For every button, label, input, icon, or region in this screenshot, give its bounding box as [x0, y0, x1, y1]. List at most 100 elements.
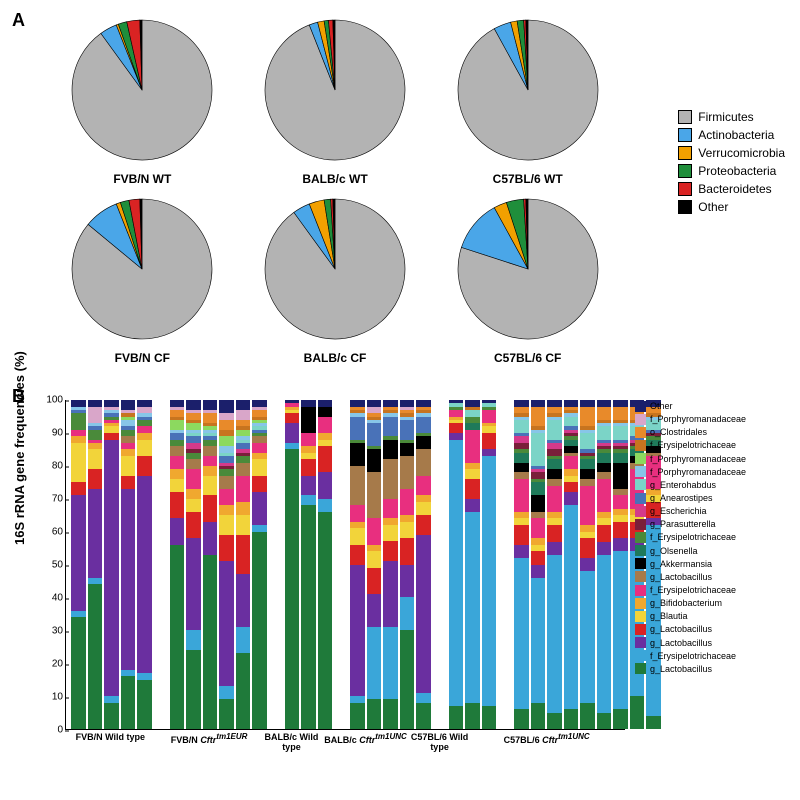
bar-segment — [252, 525, 267, 532]
stacked-bar — [482, 400, 497, 729]
bar-segment — [170, 469, 185, 479]
bar-segment — [219, 446, 234, 453]
bar-segment — [564, 505, 579, 709]
bar-segment — [367, 400, 382, 407]
bar-segment — [203, 413, 218, 423]
bar-segment — [252, 400, 267, 407]
bar-segment — [580, 525, 595, 532]
bar-segment — [318, 499, 333, 512]
bar-segment — [613, 515, 628, 522]
bar-segment — [186, 630, 201, 650]
bar-segment — [531, 400, 546, 407]
legend-label: g_Akkermansia — [650, 558, 712, 570]
bar-segment — [400, 522, 415, 538]
legend-item: Actinobacteria — [678, 128, 785, 142]
bar-segment — [580, 486, 595, 525]
legend-item: g_Escherichia — [635, 505, 746, 517]
bar-segment — [531, 551, 546, 564]
bar-segment — [121, 456, 136, 476]
bar-segment — [630, 696, 645, 729]
bar-segment — [597, 472, 612, 479]
pie-chart: C57BL/6 CF — [435, 194, 620, 365]
bar-segment — [400, 456, 415, 489]
bar-segment — [219, 430, 234, 437]
bar-segment — [514, 436, 529, 443]
bar-segment — [252, 443, 267, 453]
bar-segment — [104, 703, 119, 729]
bar-segment — [137, 400, 152, 407]
bar-segment — [137, 673, 152, 680]
x-label: FVB/N Cftrtm1EUR — [156, 732, 263, 752]
bar-segment — [547, 443, 562, 450]
bar-segment — [514, 420, 529, 433]
legend-item: f_Erysipelotrichaceae — [635, 531, 746, 543]
bar-segment — [416, 495, 431, 502]
pie-title: C57BL/6 CF — [435, 351, 620, 365]
bar-segment — [400, 515, 415, 522]
bar-segment — [301, 453, 316, 460]
y-tick: 20 — [33, 659, 63, 670]
bar-segment — [416, 535, 431, 693]
bar-segment — [236, 502, 251, 515]
y-tick: 90 — [33, 428, 63, 439]
bar-segment — [236, 476, 251, 502]
y-tick: 80 — [33, 461, 63, 472]
bar-segment — [465, 430, 480, 463]
bar-segment — [531, 538, 546, 545]
bar-segment — [186, 436, 201, 443]
bar-segment — [301, 476, 316, 496]
bar-segment — [597, 542, 612, 555]
legend-label: g_Enterohabdus — [650, 479, 716, 491]
bar-segment — [547, 407, 562, 414]
bar-segment — [416, 703, 431, 729]
stacked-bar — [170, 400, 185, 729]
stacked-bar — [465, 400, 480, 729]
stacked-bar — [597, 400, 612, 729]
pie-grid: FVB/N WTBALB/c WTC57BL/6 WTFVB/N CFBALB/… — [50, 15, 620, 365]
legend-item: Other — [678, 200, 785, 214]
panel-a-label: A — [12, 10, 25, 31]
legend-label: Proteobacteria — [698, 164, 776, 178]
legend-item: g_Enterohabdus — [635, 479, 746, 491]
bar-segment — [547, 555, 562, 713]
bar-segment — [252, 532, 267, 729]
stacked-bar — [71, 400, 86, 729]
stacked-bar — [449, 400, 464, 729]
bar-segment — [383, 699, 398, 729]
bar-segment — [203, 495, 218, 521]
bar-segment — [613, 551, 628, 709]
bar-segment — [367, 551, 382, 567]
legend-item: g_Blautia — [635, 610, 746, 622]
bar-segment — [383, 499, 398, 519]
bar-segment — [219, 561, 234, 686]
bar-segment — [318, 446, 333, 472]
bar-segment — [547, 449, 562, 456]
bar-segment — [597, 555, 612, 713]
stacked-bar — [137, 400, 152, 729]
bar-segment — [531, 495, 546, 511]
stacked-bar — [301, 400, 316, 729]
stacked-bar — [613, 400, 628, 729]
bar-segment — [465, 512, 480, 703]
bar-segment — [350, 522, 365, 529]
bar-segment — [186, 443, 201, 450]
bar-segment — [186, 512, 201, 538]
bar-segment — [416, 476, 431, 496]
legend-item: g_Akkermansia — [635, 558, 746, 570]
bar-segment — [416, 400, 431, 407]
bar-segment — [547, 486, 562, 512]
bar-segment — [367, 407, 382, 414]
bar-segment — [137, 476, 152, 673]
bar-segment — [71, 495, 86, 610]
bar-group — [66, 400, 157, 729]
bar-segment — [203, 522, 218, 555]
bar-segment — [465, 469, 480, 479]
bar-segment — [186, 400, 201, 410]
bar-segment — [449, 706, 464, 729]
bar-segment — [449, 410, 464, 417]
legend-item: f_Porphyromanadaceae — [635, 453, 746, 465]
stacked-bar — [400, 400, 415, 729]
bar-segment — [318, 440, 333, 447]
bar-segment — [203, 476, 218, 496]
bar-segment — [186, 489, 201, 499]
